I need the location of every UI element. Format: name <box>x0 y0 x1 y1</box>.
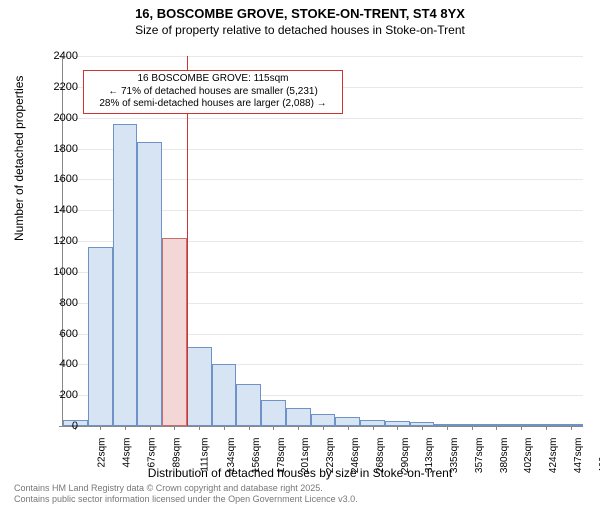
x-tick-mark <box>373 426 374 430</box>
x-tick-label: 268sqm <box>375 438 386 474</box>
x-tick-mark <box>447 426 448 430</box>
footer-line-1: Contains HM Land Registry data © Crown c… <box>14 483 358 493</box>
histogram-bar <box>236 384 261 426</box>
x-tick-mark <box>224 426 225 430</box>
y-tick-label: 600 <box>44 328 78 340</box>
x-tick-mark <box>496 426 497 430</box>
y-tick-label: 0 <box>44 420 78 432</box>
annotation-line-3: 28% of semi-detached houses are larger (… <box>88 98 338 111</box>
x-tick-mark <box>571 426 572 430</box>
annotation-box: 16 BOSCOMBE GROVE: 115sqm← 71% of detach… <box>83 70 343 114</box>
x-tick-label: 156sqm <box>251 438 262 474</box>
x-tick-mark <box>422 426 423 430</box>
x-tick-mark <box>249 426 250 430</box>
x-tick-label: 134sqm <box>226 438 237 474</box>
x-tick-label: 335sqm <box>449 438 460 474</box>
histogram-bar <box>286 408 311 427</box>
gridline <box>63 56 583 57</box>
histogram-bar <box>88 247 113 426</box>
x-tick-label: 402sqm <box>523 438 534 474</box>
histogram-bar <box>137 142 162 426</box>
y-tick-label: 1400 <box>44 204 78 216</box>
x-tick-mark <box>125 426 126 430</box>
x-tick-label: 290sqm <box>400 438 411 474</box>
annotation-line-2: ← 71% of detached houses are smaller (5,… <box>88 86 338 99</box>
chart-subtitle: Size of property relative to detached ho… <box>0 23 600 37</box>
x-tick-mark <box>100 426 101 430</box>
x-tick-mark <box>546 426 547 430</box>
x-tick-mark <box>298 426 299 430</box>
x-tick-mark <box>323 426 324 430</box>
x-tick-mark <box>472 426 473 430</box>
x-tick-label: 380sqm <box>499 438 510 474</box>
y-tick-label: 200 <box>44 389 78 401</box>
x-tick-label: 246sqm <box>350 438 361 474</box>
x-tick-label: 201sqm <box>301 438 312 474</box>
histogram-bar <box>113 124 138 426</box>
x-tick-label: 22sqm <box>97 438 108 468</box>
footer-attribution: Contains HM Land Registry data © Crown c… <box>14 483 358 504</box>
chart-title: 16, BOSCOMBE GROVE, STOKE-ON-TRENT, ST4 … <box>0 6 600 21</box>
y-tick-label: 800 <box>44 297 78 309</box>
x-tick-mark <box>150 426 151 430</box>
x-tick-mark <box>397 426 398 430</box>
y-tick-label: 1000 <box>44 266 78 278</box>
x-tick-mark <box>273 426 274 430</box>
histogram-bar-highlight <box>162 238 187 426</box>
x-tick-label: 223sqm <box>325 438 336 474</box>
x-tick-label: 44sqm <box>122 438 133 468</box>
footer-line-2: Contains public sector information licen… <box>14 494 358 504</box>
y-tick-label: 1200 <box>44 235 78 247</box>
x-tick-label: 357sqm <box>474 438 485 474</box>
y-tick-label: 2400 <box>44 50 78 62</box>
x-tick-label: 111sqm <box>200 438 211 472</box>
y-tick-label: 1800 <box>44 143 78 155</box>
x-tick-label: 447sqm <box>573 438 584 474</box>
y-axis-label: Number of detached properties <box>12 76 26 241</box>
y-tick-label: 2000 <box>44 112 78 124</box>
x-tick-mark <box>174 426 175 430</box>
histogram-bar <box>187 347 212 426</box>
y-tick-label: 400 <box>44 358 78 370</box>
x-tick-mark <box>348 426 349 430</box>
x-tick-mark <box>199 426 200 430</box>
histogram-bar <box>311 414 336 426</box>
gridline <box>63 118 583 119</box>
histogram-bar <box>261 400 286 426</box>
annotation-line-1: 16 BOSCOMBE GROVE: 115sqm <box>88 73 338 86</box>
x-tick-label: 89sqm <box>171 438 182 468</box>
x-tick-mark <box>521 426 522 430</box>
chart-plot-area: 16 BOSCOMBE GROVE: 115sqm← 71% of detach… <box>62 56 583 427</box>
y-tick-label: 2200 <box>44 81 78 93</box>
histogram-bar <box>212 364 237 426</box>
histogram-bar <box>335 417 360 426</box>
x-tick-label: 178sqm <box>276 438 287 474</box>
x-tick-label: 424sqm <box>548 438 559 474</box>
x-tick-label: 67sqm <box>146 438 157 468</box>
x-tick-label: 313sqm <box>424 438 435 474</box>
y-tick-label: 1600 <box>44 173 78 185</box>
